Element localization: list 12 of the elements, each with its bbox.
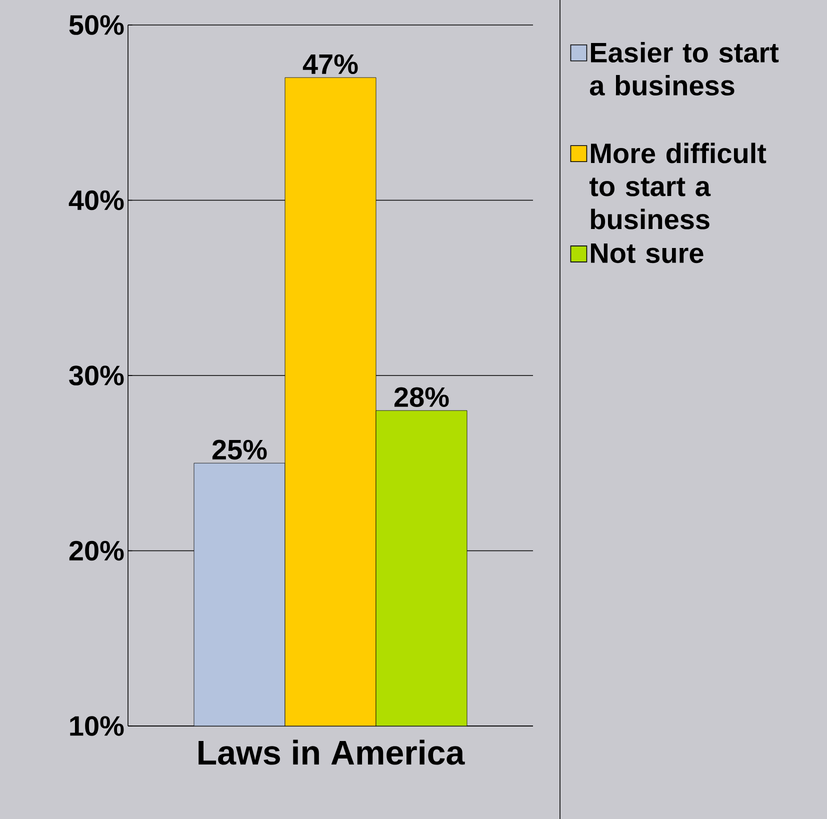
y-tick-label: 40%: [68, 190, 124, 210]
legend-label: Not sure: [591, 244, 704, 264]
data-label: 47%: [302, 54, 358, 74]
x-tick-label: Laws in America: [198, 740, 465, 765]
data-label: 25%: [212, 440, 267, 460]
y-tick-label: 10%: [70, 716, 124, 736]
legend-label: More difficult to start a business: [589, 142, 766, 230]
data-label: 28%: [394, 387, 449, 408]
y-tick-label: 20%: [69, 540, 124, 561]
y-tick-label: 30%: [69, 366, 124, 386]
y-tick-label: 50%: [69, 15, 124, 35]
legend-label: Easier to start a business: [590, 42, 779, 96]
